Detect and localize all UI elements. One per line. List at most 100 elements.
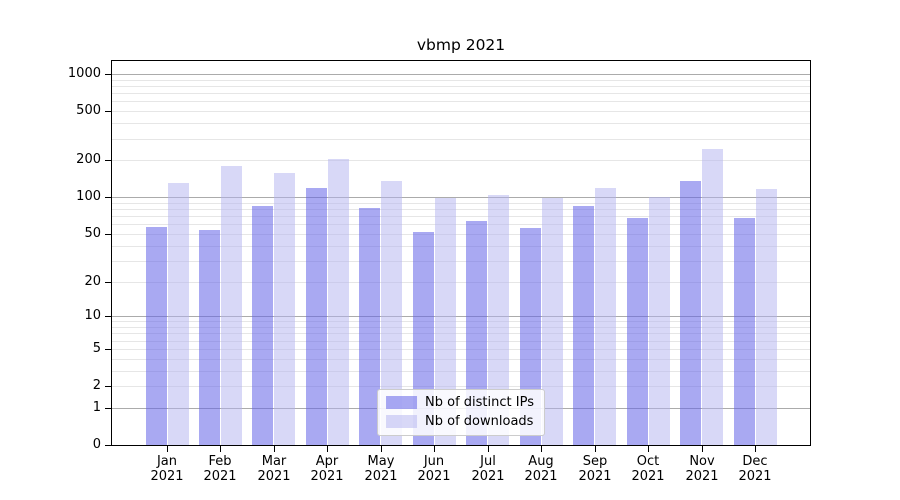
- gridline-minor: [112, 224, 810, 225]
- x-tick-mark: [595, 446, 596, 452]
- x-tick-year: 2021: [578, 469, 612, 484]
- bar-distinct-ips-nov: [680, 181, 702, 445]
- x-tick-label: Apr 2021: [297, 454, 357, 484]
- y-tick-label: 1000: [67, 66, 101, 81]
- y-tick-label: 200: [76, 152, 101, 167]
- y-tick-label: 1: [92, 400, 101, 415]
- gridline-minor: [112, 246, 810, 247]
- x-tick-month: Apr: [315, 454, 339, 469]
- y-tick-label: 100: [76, 189, 101, 204]
- x-tick-month: Feb: [208, 454, 232, 469]
- x-tick-month: Sep: [582, 454, 608, 469]
- x-tick-label: Mar 2021: [244, 454, 304, 484]
- x-tick-mark: [274, 446, 275, 452]
- x-tick-mark: [434, 446, 435, 452]
- x-tick-month: Dec: [742, 454, 768, 469]
- x-tick-label: Jun 2021: [404, 454, 464, 484]
- x-tick-year: 2021: [417, 469, 451, 484]
- x-tick-year: 2021: [631, 469, 665, 484]
- bar-downloads-aug: [541, 198, 563, 445]
- bar-downloads-jun: [434, 198, 456, 445]
- y-tick-mark: [105, 408, 111, 409]
- x-tick-year: 2021: [364, 469, 398, 484]
- gridline-minor: [112, 111, 810, 112]
- gridline-minor: [112, 216, 810, 217]
- x-tick-month: May: [367, 454, 395, 469]
- x-tick-label: Feb 2021: [190, 454, 250, 484]
- y-tick-mark: [105, 111, 111, 112]
- y-tick-label: 0: [92, 437, 101, 452]
- x-tick-mark: [381, 446, 382, 452]
- bar-downloads-mar: [274, 173, 296, 445]
- x-tick-month: Jul: [480, 454, 496, 469]
- y-tick-mark: [105, 349, 111, 350]
- x-tick-mark: [755, 446, 756, 452]
- x-tick-month: Jan: [156, 454, 178, 469]
- x-tick-label: May 2021: [351, 454, 411, 484]
- bar-downloads-nov: [702, 149, 724, 445]
- legend-label: Nb of downloads: [425, 414, 534, 429]
- x-tick-label: Jan 2021: [137, 454, 197, 484]
- gridline-minor: [112, 203, 810, 204]
- gridline-minor: [112, 321, 810, 322]
- y-tick-label: 2: [92, 378, 101, 393]
- gridline-minor: [112, 123, 810, 124]
- bar-distinct-ips-may: [359, 208, 381, 445]
- x-tick-label: Dec 2021: [725, 454, 785, 484]
- x-tick-label: Nov 2021: [672, 454, 732, 484]
- x-tick-year: 2021: [524, 469, 558, 484]
- y-tick-mark: [105, 197, 111, 198]
- gridline-minor: [112, 160, 810, 161]
- x-tick-month: Oct: [636, 454, 660, 469]
- x-tick-label: Jul 2021: [458, 454, 518, 484]
- gridline-major: [112, 74, 810, 75]
- bar-distinct-ips-oct: [626, 218, 648, 445]
- x-tick-year: 2021: [203, 469, 237, 484]
- x-tick-label: Aug 2021: [511, 454, 571, 484]
- legend-swatch: [386, 415, 418, 428]
- x-tick-month: Mar: [261, 454, 287, 469]
- bar-downloads-sep: [595, 187, 617, 445]
- bar-downloads-jan: [167, 183, 189, 445]
- gridline-minor: [112, 333, 810, 334]
- bar-downloads-jul: [488, 195, 510, 445]
- bar-distinct-ips-jul: [466, 220, 488, 445]
- y-tick-mark: [105, 386, 111, 387]
- gridline-minor: [112, 261, 810, 262]
- gridline-minor: [112, 86, 810, 87]
- x-tick-label: Oct 2021: [618, 454, 678, 484]
- chart-title: vbmp 2021: [416, 36, 506, 54]
- gridline-minor: [112, 349, 810, 350]
- y-tick-label: 500: [76, 103, 101, 118]
- gridline-major: [112, 197, 810, 198]
- x-tick-mark: [648, 446, 649, 452]
- y-tick-mark: [105, 74, 111, 75]
- gridline-minor: [112, 327, 810, 328]
- x-tick-mark: [167, 446, 168, 452]
- bar-downloads-apr: [327, 159, 349, 445]
- gridline-minor: [112, 359, 810, 360]
- y-tick-mark: [105, 445, 111, 446]
- x-tick-year: 2021: [150, 469, 184, 484]
- x-tick-month: Aug: [528, 454, 554, 469]
- gridline-minor: [112, 386, 810, 387]
- y-tick-label: 20: [84, 274, 101, 289]
- y-tick-mark: [105, 316, 111, 317]
- legend-entry: Nb of downloads: [386, 414, 534, 429]
- x-tick-mark: [488, 446, 489, 452]
- x-tick-year: 2021: [310, 469, 344, 484]
- x-tick-year: 2021: [471, 469, 505, 484]
- x-tick-mark: [327, 446, 328, 452]
- gridline-minor: [112, 139, 810, 140]
- bar-downloads-may: [381, 180, 403, 445]
- x-tick-year: 2021: [685, 469, 719, 484]
- x-tick-mark: [702, 446, 703, 452]
- gridline-minor: [112, 341, 810, 342]
- x-tick-month: Jun: [423, 454, 445, 469]
- x-tick-month: Nov: [689, 454, 715, 469]
- bar-downloads-feb: [220, 165, 242, 445]
- bar-distinct-ips-dec: [733, 217, 755, 445]
- y-tick-mark: [105, 234, 111, 235]
- gridline-minor: [112, 371, 810, 372]
